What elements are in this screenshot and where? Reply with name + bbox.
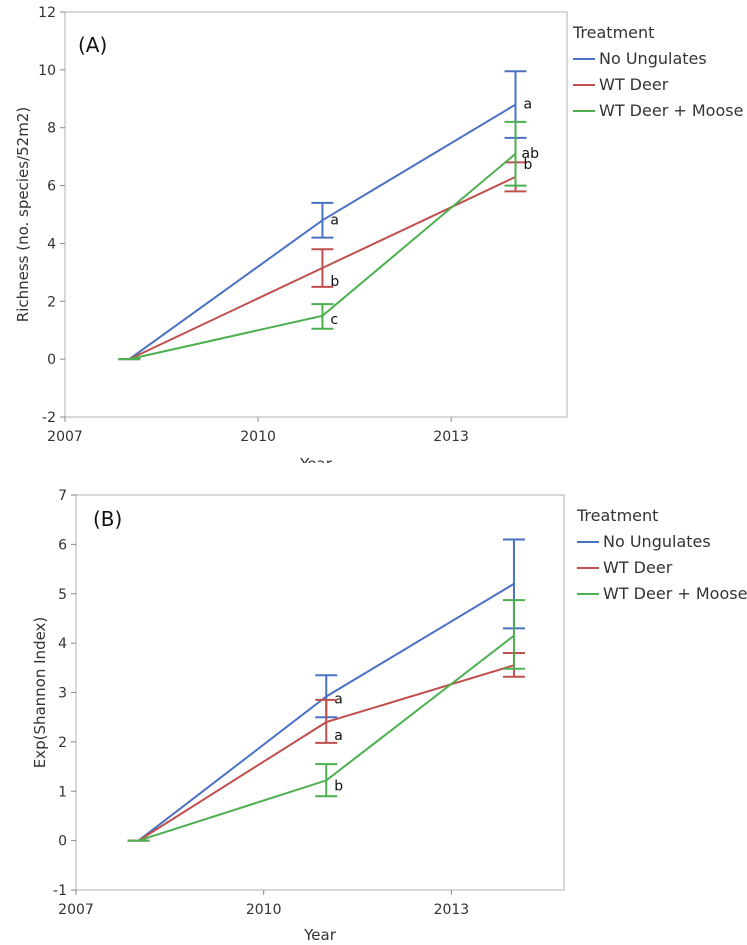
- chart-panel-b: -1 0 1 2 3 4 5 6 7 2007 2010 2013 Exp(Shannon Index)…: [31, 488, 747, 944]
- x-tick-label: 2007: [58, 902, 94, 918]
- significance-label: b: [330, 274, 339, 290]
- legend-title: Treatment: [572, 23, 654, 42]
- chart-panel-a: -2 0 2 4 6 8 10 12 2007 2010 2013 Richness (no. spe…: [14, 5, 743, 473]
- y-tick-label: 2: [47, 294, 56, 310]
- series-wt-deer-moose: b: [127, 599, 525, 842]
- y-tick-label: -2: [42, 410, 56, 426]
- y-tick-label: 2: [58, 735, 67, 751]
- significance-label: b: [524, 157, 533, 173]
- significance-label: a: [334, 728, 343, 744]
- y-tick-label: 10: [38, 63, 56, 79]
- y-tick-label: 7: [58, 488, 67, 504]
- panel-label: (A): [78, 33, 107, 57]
- panel-label: (B): [93, 507, 122, 531]
- significance-label: ab: [522, 146, 540, 162]
- y-tick-label: 1: [58, 784, 67, 800]
- significance-label: a: [330, 212, 339, 228]
- legend-label: No Ungulates: [599, 49, 707, 68]
- y-tick-label: 4: [47, 236, 56, 252]
- legend-label: WT Deer + Moose: [603, 584, 747, 603]
- legend: Treatment No Ungulates WT Deer WT Deer + Mo…: [572, 23, 743, 120]
- legend-label: WT Deer: [603, 558, 673, 577]
- y-tick-label: 3: [58, 686, 67, 702]
- significance-label: a: [524, 97, 533, 113]
- y-tick-label: -1: [53, 883, 67, 899]
- x-tick-label: 2010: [246, 902, 282, 918]
- legend-label: WT Deer + Moose: [599, 101, 743, 120]
- x-axis-title: Year: [299, 455, 333, 473]
- x-tick-label: 2007: [47, 429, 83, 445]
- significance-label: c: [330, 312, 338, 328]
- y-tick-label: 6: [47, 179, 56, 195]
- y-tick-label: 5: [58, 587, 67, 603]
- x-tick-label: 2010: [240, 429, 276, 445]
- series-wt-deer-moose: cab: [118, 120, 540, 361]
- y-axis-title: Exp(Shannon Index): [31, 617, 49, 769]
- y-tick-label: 6: [58, 537, 67, 553]
- plot-frame: [75, 494, 565, 891]
- legend: Treatment No Ungulates WT Deer WT Deer + Mo…: [576, 506, 747, 603]
- legend-title: Treatment: [576, 506, 658, 525]
- x-axis-title: Year: [303, 926, 337, 944]
- significance-label: a: [334, 691, 343, 707]
- y-tick-label: 0: [58, 834, 67, 850]
- y-tick-label: 4: [58, 636, 67, 652]
- legend-label: WT Deer: [599, 75, 669, 94]
- x-tick-label: 2013: [433, 429, 469, 445]
- y-tick-label: 12: [38, 5, 56, 21]
- y-tick-label: 8: [47, 121, 56, 137]
- significance-label: b: [334, 778, 343, 794]
- legend-label: No Ungulates: [603, 532, 711, 551]
- y-axis-title: Richness (no. species/52m2): [14, 107, 32, 322]
- y-tick-label: 0: [47, 352, 56, 368]
- x-tick-label: 2013: [434, 902, 470, 918]
